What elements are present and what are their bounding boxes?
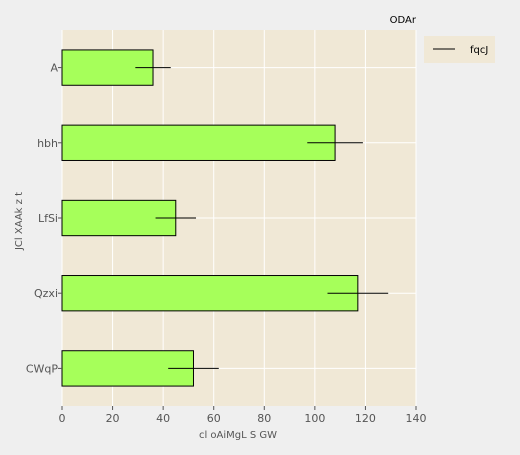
x-tick-label: 60 (207, 412, 221, 425)
y-tick-label: CWqP (26, 362, 59, 375)
y-tick-label: Qzxi (34, 287, 58, 300)
y-axis-label: JCl XAAk z t (14, 192, 25, 251)
x-tick-label: 80 (257, 412, 271, 425)
x-tick-labels: 0 20 40 60 80 100 120 140 (59, 406, 427, 425)
x-tick-label: 0 (59, 412, 66, 425)
error-bars (135, 67, 389, 369)
y-tick-label: LfSi (38, 212, 58, 225)
chart-title: ODAr (390, 15, 417, 26)
y-tick-label: hbh (37, 137, 58, 150)
y-tick-label: A (50, 62, 58, 75)
x-tick-label: 120 (355, 412, 376, 425)
legend: fqcJ (424, 36, 495, 63)
legend-label: fqcJ (470, 45, 488, 56)
x-tick-label: 100 (304, 412, 325, 425)
x-axis-label: cl oAiMgL S GW (199, 430, 277, 441)
bar-Qzxi (61, 275, 359, 312)
x-tick-label: 40 (156, 412, 170, 425)
bar-hbh (61, 124, 336, 161)
x-tick-label: 140 (406, 412, 427, 425)
x-tick-label: 20 (106, 412, 120, 425)
